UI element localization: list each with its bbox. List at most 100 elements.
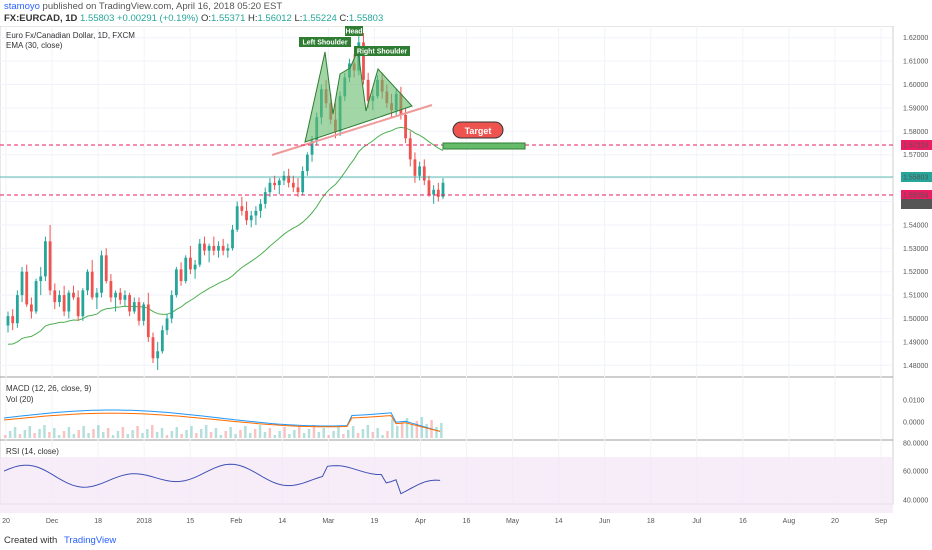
pattern-overlay: Left Shoulder Head Right Shoulder Target bbox=[0, 26, 893, 196]
candle-body bbox=[160, 330, 164, 352]
candle-body bbox=[217, 245, 220, 251]
ema-label: EMA (30, close) bbox=[6, 41, 63, 50]
candle-body bbox=[86, 271, 89, 291]
chart-title: Euro Fx/Canadian Dollar, 1D, FXCM bbox=[6, 31, 135, 40]
candle-body bbox=[287, 175, 291, 183]
candle-body bbox=[67, 292, 71, 312]
tradingview-brand[interactable]: TradingView bbox=[63, 535, 117, 546]
left-shoulder-label: Left Shoulder bbox=[302, 40, 347, 47]
y-tick-label: 1.53000 bbox=[903, 246, 928, 253]
macd-line bbox=[3, 409, 441, 432]
price-label-bg bbox=[901, 140, 932, 150]
volume-bar bbox=[435, 427, 438, 438]
volume-bar bbox=[234, 434, 237, 438]
candle-body bbox=[235, 206, 239, 230]
volume-bar bbox=[366, 425, 370, 438]
candle-body bbox=[39, 276, 43, 282]
candle-body bbox=[58, 295, 61, 303]
candle-body bbox=[413, 159, 417, 176]
candle-body bbox=[123, 295, 127, 300]
x-tick-label: 16 bbox=[463, 518, 471, 525]
candle-body bbox=[95, 292, 99, 298]
volume-bar bbox=[214, 428, 218, 438]
volume-bar bbox=[322, 428, 325, 438]
candle-body bbox=[53, 290, 57, 303]
candle-body bbox=[441, 182, 445, 197]
price-label: 1.55054 bbox=[903, 193, 928, 200]
volume-bar bbox=[106, 428, 110, 438]
rsi-label: RSI (14, close) bbox=[6, 447, 59, 456]
volume-bar bbox=[347, 430, 350, 438]
volume-bar bbox=[307, 429, 311, 438]
price-chart[interactable]: Left Shoulder Head Right Shoulder Target 1.… bbox=[0, 26, 932, 531]
candle-body bbox=[291, 182, 295, 188]
candle-body bbox=[76, 297, 80, 317]
candle-body bbox=[29, 304, 33, 312]
head-label-bg bbox=[345, 26, 363, 36]
rsi-line bbox=[3, 463, 441, 495]
candle-body bbox=[15, 295, 19, 324]
volume-bar bbox=[425, 424, 428, 438]
volume-bar bbox=[293, 430, 296, 438]
ohlc-low-value: 1.55224 bbox=[302, 13, 337, 24]
volume-bar bbox=[190, 426, 193, 438]
y-tick-label: 1.49000 bbox=[903, 339, 928, 346]
candle-body bbox=[263, 192, 267, 204]
target-bubble bbox=[452, 121, 504, 139]
x-tick-label: 14 bbox=[278, 518, 286, 525]
volume-bar bbox=[8, 431, 12, 438]
footer: Created with TradingView bbox=[4, 535, 116, 546]
chart-frame bbox=[0, 26, 894, 505]
volume-bar bbox=[268, 428, 272, 438]
candle-body bbox=[203, 243, 206, 251]
candle-body bbox=[193, 264, 197, 270]
x-tick-label: 16 bbox=[739, 518, 747, 525]
rsi-tick-label: 60.0000 bbox=[903, 469, 928, 476]
volume-bar bbox=[160, 428, 164, 438]
volume-bar bbox=[151, 425, 154, 438]
volume-bar bbox=[440, 423, 443, 438]
candle-body bbox=[273, 182, 277, 186]
macd-label: MACD (12, 26, close, 9) bbox=[6, 384, 92, 393]
volume-bar bbox=[391, 419, 394, 438]
vol-label: Vol (20) bbox=[6, 395, 34, 404]
candle-body bbox=[114, 292, 117, 298]
candle-body bbox=[245, 210, 248, 221]
volume-bar bbox=[33, 433, 36, 438]
candle-body bbox=[282, 175, 286, 181]
target-label: Target bbox=[465, 126, 492, 136]
candle-body bbox=[184, 257, 188, 282]
volume-bar bbox=[381, 435, 384, 438]
volume-bar bbox=[92, 429, 95, 438]
ema-path bbox=[7, 126, 444, 345]
x-tick-label: Dec bbox=[46, 518, 59, 525]
volume-bar bbox=[342, 434, 345, 438]
volume-bar bbox=[72, 434, 76, 438]
candle-body bbox=[301, 171, 305, 193]
y-tick-label: 1.50000 bbox=[903, 316, 928, 323]
volume-bar bbox=[38, 429, 41, 438]
price-change: +0.00291 (+0.19%) bbox=[117, 13, 199, 24]
candle-body bbox=[226, 248, 230, 251]
candle-body bbox=[277, 180, 281, 186]
x-tick-label: 18 bbox=[94, 518, 102, 525]
candle-body bbox=[310, 140, 314, 155]
y-tick-label: 1.51000 bbox=[903, 293, 928, 300]
candle-body bbox=[100, 255, 103, 293]
candle-body bbox=[90, 271, 94, 298]
signal-line bbox=[3, 412, 441, 432]
head-label: Head bbox=[345, 29, 362, 36]
price-label: 1.57224 bbox=[903, 143, 928, 150]
volume-bar bbox=[327, 435, 330, 438]
candle-body bbox=[104, 255, 108, 282]
volume-bar bbox=[283, 427, 286, 438]
y-tick-label: 1.57000 bbox=[903, 152, 928, 159]
price-label: 1.55037 bbox=[903, 202, 928, 209]
volume-bar bbox=[361, 429, 365, 438]
candle-body bbox=[174, 269, 178, 296]
volume-bar bbox=[57, 435, 61, 438]
target-box bbox=[442, 142, 526, 150]
candle-body bbox=[436, 189, 440, 197]
author-link[interactable]: stamoyo bbox=[4, 1, 40, 12]
candle-body bbox=[254, 210, 258, 216]
